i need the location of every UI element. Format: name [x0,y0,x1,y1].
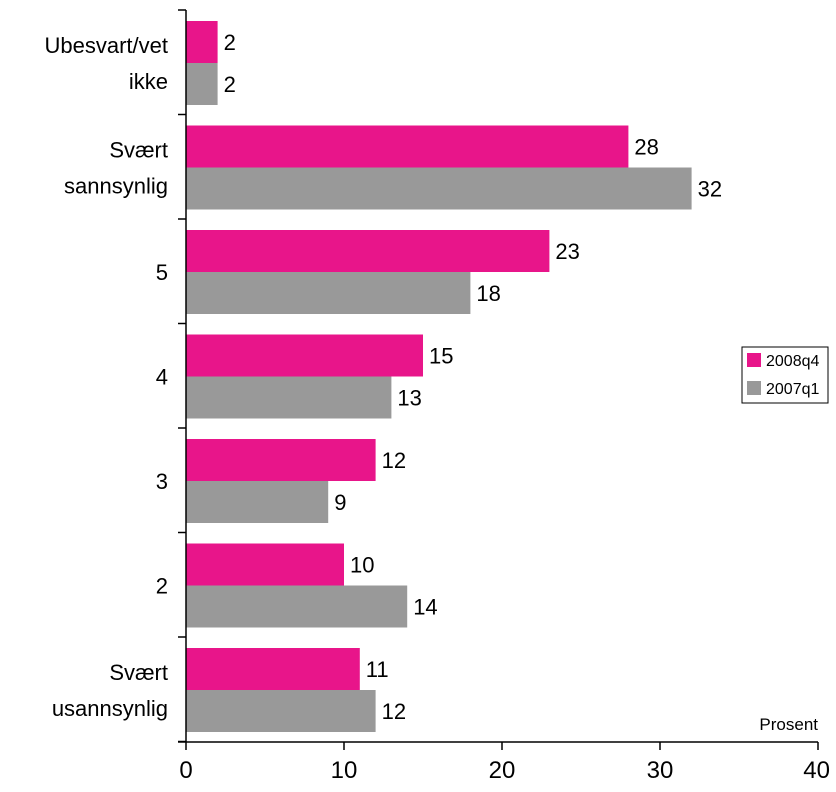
category-label-4: 3 [156,469,168,494]
category-labels: Ubesvart/vet ikke Svært sannsynlig 5 4 3 2 Svært… [45,33,169,721]
value-label-2008q4-1: 28 [634,135,658,160]
value-labels: 2 2 28 32 23 18 15 13 12 9 10 14 11 12 [224,30,722,724]
category-label-line: ikke [129,69,168,94]
bar-2008q4-3 [186,334,423,377]
value-label-2007q1-6: 12 [382,699,406,724]
x-tick-labels: 0 10 20 30 40 [179,757,830,784]
category-label-3: 4 [156,365,168,390]
value-label-2008q4-0: 2 [224,30,236,55]
category-label-0: Ubesvart/vet ikke [45,33,169,94]
bar-2008q4-1 [186,125,629,168]
category-label-line: Ubesvart/vet [45,33,169,58]
legend-swatch-2007q1 [747,381,761,395]
value-label-2007q1-4: 9 [334,490,346,515]
category-label-line: 2 [156,574,168,599]
bar-2007q1-0 [186,63,218,105]
bar-2007q1-2 [186,272,471,314]
category-label-line: 5 [156,260,168,285]
bar-2008q4-0 [186,21,218,63]
bar-2008q4-4 [186,439,376,481]
value-label-2008q4-4: 12 [382,448,406,473]
category-label-line: 4 [156,365,168,390]
x-tick-label-10: 10 [331,757,358,784]
x-tick-label-30: 30 [647,757,674,784]
value-label-2008q4-2: 23 [555,239,579,264]
category-label-5: 2 [156,574,168,599]
axes-layer [178,9,819,750]
bars-layer [186,21,692,732]
legend-label-2007q1: 2007q1 [766,381,819,398]
x-tick-label-20: 20 [489,757,516,784]
value-label-2008q4-5: 10 [350,553,374,578]
bar-2007q1-4 [186,481,329,523]
bar-2007q1-1 [186,167,692,210]
legend-label-2008q4: 2008q4 [766,353,819,370]
category-label-line: Svært [109,138,168,163]
bar-2008q4-6 [186,648,360,690]
value-label-2007q1-0: 2 [224,72,236,97]
category-label-line: 3 [156,469,168,494]
bar-2008q4-2 [186,230,550,272]
value-label-2007q1-2: 18 [476,281,500,306]
value-label-2007q1-1: 32 [698,177,722,202]
category-label-6: Svært usannsynlig [52,660,168,721]
category-label-line: sannsynlig [64,174,168,199]
legend-swatch-2008q4 [747,353,761,367]
value-label-2007q1-5: 14 [413,595,437,620]
category-label-1: Svært sannsynlig [64,138,168,199]
category-label-line: usannsynlig [52,696,168,721]
category-label-line: Svært [109,660,168,685]
category-label-2: 5 [156,260,168,285]
legend: 2008q4 2007q1 [741,346,829,404]
bar-2007q1-3 [186,376,392,419]
x-axis-title: Prosent [759,715,818,734]
bar-2007q1-5 [186,585,408,628]
bar-2007q1-6 [186,690,376,732]
x-tick-label-40: 40 [803,757,830,784]
value-label-2007q1-3: 13 [397,386,421,411]
x-tick-label-0: 0 [179,757,192,784]
value-label-2008q4-3: 15 [429,344,453,369]
bar-2008q4-5 [186,543,344,586]
value-label-2008q4-6: 11 [366,657,389,682]
